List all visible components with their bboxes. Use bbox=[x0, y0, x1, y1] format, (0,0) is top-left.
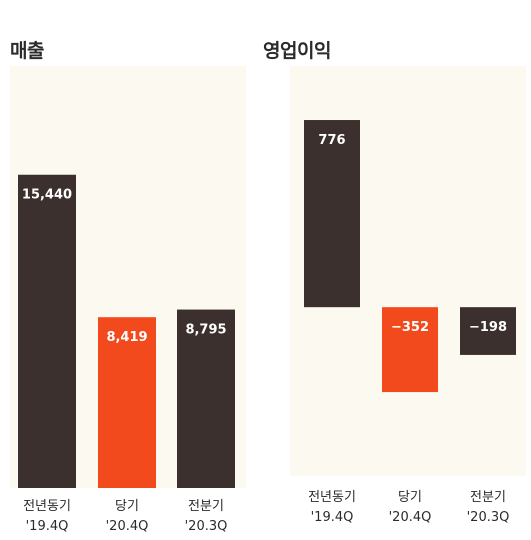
operating-profit-title: 영업이익 bbox=[263, 40, 331, 62]
revenue-category-label-2-0: 전분기 bbox=[188, 499, 224, 514]
revenue-category-label-2-1: '20.3Q bbox=[185, 519, 228, 534]
operating-profit-category-label-1-1: '20.4Q bbox=[389, 510, 432, 525]
revenue-title: 매출 bbox=[10, 40, 44, 62]
operating-profit-category-label-2-0: 전분기 bbox=[470, 490, 506, 505]
operating-profit-category-label-2-1: '20.3Q bbox=[467, 510, 510, 525]
operating-profit-bar-label-2: −198 bbox=[469, 320, 507, 335]
revenue-category-label-0-0: 전년동기 bbox=[23, 499, 71, 514]
revenue-bar-label-0: 15,440 bbox=[22, 188, 72, 203]
revenue-bar-label-2: 8,795 bbox=[185, 323, 226, 338]
operating-profit-category-label-1-0: 당기 bbox=[398, 490, 422, 505]
operating-profit-bar-0 bbox=[304, 120, 360, 308]
revenue-category-label-1-0: 당기 bbox=[115, 499, 139, 514]
operating-profit-bar-label-1: −352 bbox=[391, 320, 429, 335]
operating-profit-bar-label-0: 776 bbox=[318, 133, 345, 148]
operating-profit-bar-2 bbox=[460, 307, 516, 355]
revenue-category-label-0-1: '19.4Q bbox=[26, 519, 69, 534]
revenue-bar-label-1: 8,419 bbox=[106, 330, 147, 345]
operating-profit-bar-1 bbox=[382, 307, 438, 393]
revenue-bar-0 bbox=[18, 174, 76, 488]
revenue-category-label-1-1: '20.4Q bbox=[106, 519, 149, 534]
revenue-bar-1 bbox=[98, 317, 156, 488]
operating-profit-category-label-0-1: '19.4Q bbox=[311, 510, 354, 525]
revenue-bar-2 bbox=[177, 309, 235, 488]
operating-profit-category-label-0-0: 전년동기 bbox=[308, 490, 356, 505]
